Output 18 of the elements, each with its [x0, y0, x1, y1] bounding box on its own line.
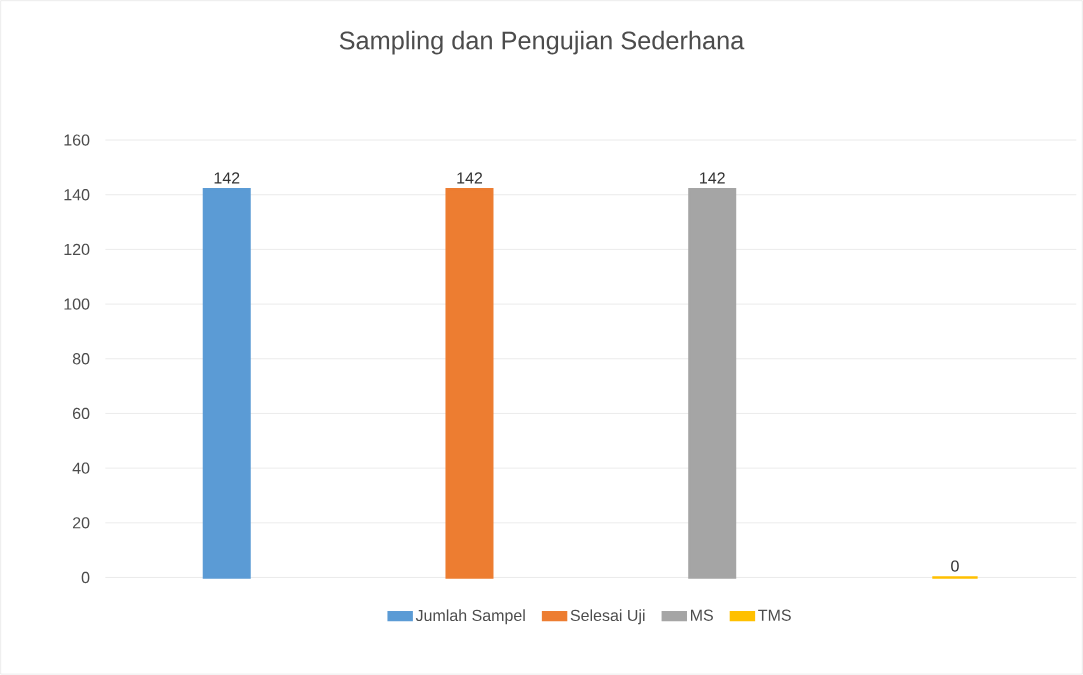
y-tick-label: 0 [81, 571, 90, 584]
legend-label: MS [691, 609, 713, 621]
data-label: 142 [214, 172, 240, 184]
y-tick-label: 20 [72, 517, 90, 529]
y-tick-label: 160 [64, 134, 90, 146]
chart-title: Sampling dan Pengujian Sederhana [339, 30, 745, 55]
y-tick-label: 80 [72, 353, 90, 365]
legend-label: Selesai Uji [570, 609, 645, 625]
legend-label: TMS [758, 609, 791, 621]
data-label: 142 [700, 172, 725, 184]
legend-label: Jumlah Sampel [415, 609, 525, 625]
y-tick-label: 100 [64, 298, 90, 310]
y-tick-label: 140 [64, 189, 90, 201]
y-tick-label: 60 [73, 407, 90, 420]
data-label: 142 [457, 172, 483, 184]
data-label: 0 [951, 560, 959, 572]
y-tick-label: 120 [64, 243, 90, 256]
y-tick-label: 40 [72, 462, 90, 474]
